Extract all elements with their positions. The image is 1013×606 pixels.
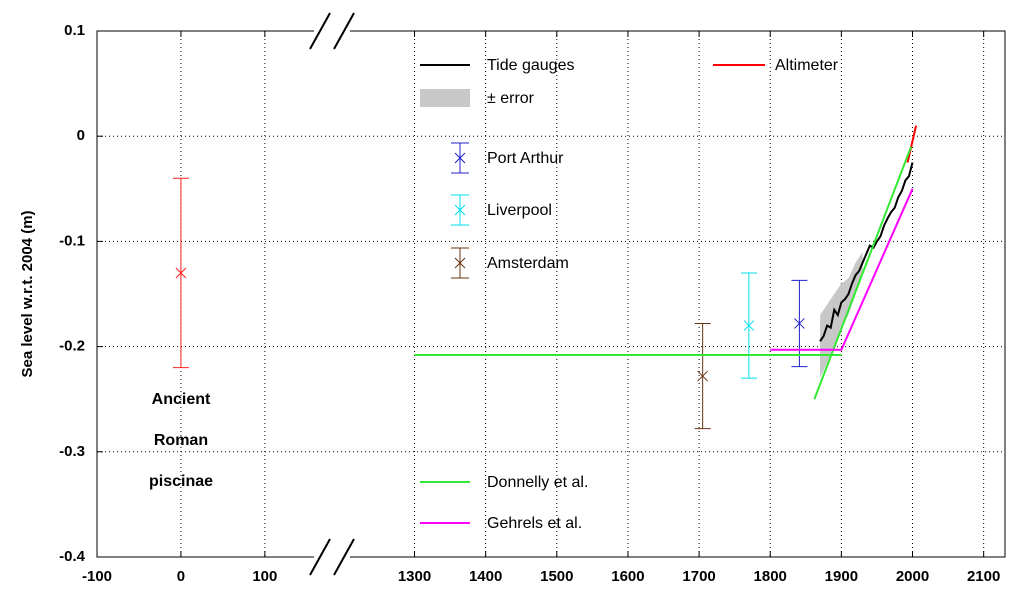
legend-swatch: [420, 89, 470, 107]
x-tick-label: 2000: [896, 568, 929, 585]
legend-swatch: [454, 152, 466, 164]
axis-break: [309, 12, 331, 50]
legend-label: Altimeter: [775, 57, 839, 74]
legend-label: Amsterdam: [487, 255, 569, 272]
annotation: Roman: [154, 432, 208, 449]
axis-break: [333, 12, 355, 50]
x-tick-label: 100: [252, 568, 277, 585]
x-tick-label: -100: [82, 568, 112, 585]
annotation: Ancient: [152, 391, 211, 408]
series-line: [770, 188, 914, 351]
series-line: [819, 162, 914, 342]
x-tick-label: 1900: [825, 568, 858, 585]
axis-break: [309, 538, 331, 576]
x-tick-label: 1400: [469, 568, 502, 585]
legend-swatch: [454, 257, 466, 269]
legend-label: Gehrels et al.: [487, 515, 582, 532]
x-tick-label: 1500: [540, 568, 573, 585]
y-tick-label: -0.3: [59, 443, 85, 460]
y-tick-label: -0.4: [59, 548, 86, 565]
x-tick-label: 0: [177, 568, 185, 585]
y-tick-label: 0.1: [64, 22, 85, 39]
error-bar-marker: [175, 267, 187, 279]
x-tick-label: 1600: [611, 568, 644, 585]
y-axis-label: Sea level w.r.t. 2004 (m): [19, 210, 36, 377]
y-tick-label: -0.1: [59, 232, 85, 249]
x-tick-label: 2100: [967, 568, 1000, 585]
x-tick-label: 1800: [754, 568, 787, 585]
axis-break: [333, 538, 355, 576]
annotation: piscinae: [149, 473, 213, 490]
legend-swatch: [454, 204, 466, 216]
y-tick-label: 0: [77, 127, 85, 144]
legend-label: Tide gauges: [487, 57, 574, 74]
x-tick-label: 1700: [682, 568, 715, 585]
error-bar-marker: [794, 318, 805, 329]
error-bar-marker: [743, 320, 755, 331]
legend-label: ± error: [487, 90, 535, 107]
axis-break-gap: [314, 29, 350, 33]
legend-label: Liverpool: [487, 202, 552, 219]
y-tick-label: -0.2: [59, 338, 85, 355]
series-line: [414, 146, 913, 400]
legend-label: Donnelly et al.: [487, 474, 588, 491]
plot-frame: [96, 30, 1006, 558]
legend-label: Port Arthur: [487, 150, 564, 167]
x-tick-label: 1300: [398, 568, 431, 585]
axis-break-gap: [314, 555, 350, 559]
error-bar-marker: [697, 370, 709, 382]
series-line: [906, 125, 918, 163]
